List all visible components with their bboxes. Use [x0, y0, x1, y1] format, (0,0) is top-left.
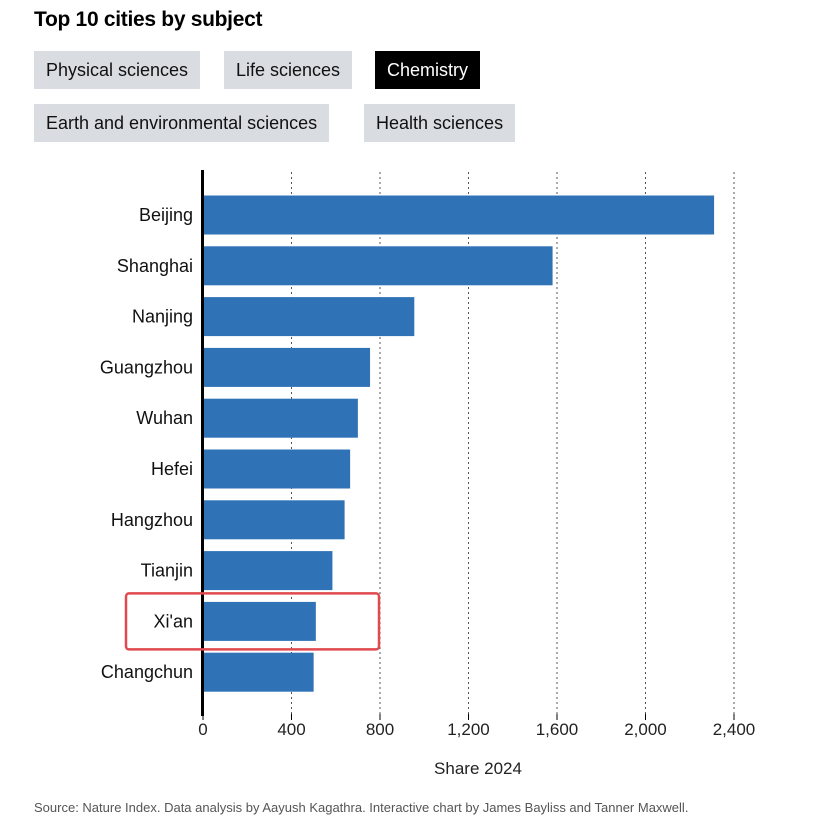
x-tick-label: 400	[277, 720, 305, 739]
category-label: Shanghai	[117, 256, 193, 276]
bar-xi-an[interactable]	[203, 601, 316, 641]
bar-changchun[interactable]	[203, 652, 314, 692]
category-label: Tianjin	[141, 561, 193, 581]
chart-title: Top 10 cities by subject	[34, 8, 263, 31]
bar-tianjin[interactable]	[203, 551, 333, 591]
category-labels: Beijing Shanghai Nanjing Guangzhou Wuhan Hefe…	[100, 205, 193, 682]
tab-life-sciences[interactable]: Life sciences	[224, 51, 353, 89]
category-label: Changchun	[101, 662, 193, 682]
x-tick-label: 800	[366, 720, 394, 739]
category-label: Guangzhou	[100, 357, 193, 377]
bars	[203, 195, 715, 692]
tab-physical-sciences[interactable]: Physical sciences	[34, 51, 201, 89]
x-tick-label: 0	[198, 720, 207, 739]
highlight-box	[124, 592, 381, 651]
bar-shanghai[interactable]	[203, 246, 553, 286]
bar-hangzhou[interactable]	[203, 500, 345, 540]
x-axis-title: Share 2024	[434, 759, 522, 778]
category-label: Nanjing	[132, 307, 193, 327]
bar-chart: Beijing Shanghai Nanjing Guangzhou Wuhan Hefe…	[100, 170, 755, 778]
bar-hefei[interactable]	[203, 449, 351, 489]
category-label: Beijing	[139, 205, 193, 225]
category-label: Xi'an	[154, 611, 193, 631]
tab-health-sciences[interactable]: Health sciences	[364, 104, 516, 142]
bar-nanjing[interactable]	[203, 297, 415, 337]
tab-earth-environmental-sciences[interactable]: Earth and environmental sciences	[34, 104, 330, 142]
bar-wuhan[interactable]	[203, 398, 358, 438]
bar-guangzhou[interactable]	[203, 347, 371, 387]
x-tick-label: 2,400	[713, 720, 756, 739]
category-label: Wuhan	[136, 408, 193, 428]
category-label: Hangzhou	[111, 510, 193, 530]
x-tick-label: 2,000	[624, 720, 667, 739]
source-note: Source: Nature Index. Data analysis by A…	[34, 800, 689, 815]
category-label: Hefei	[151, 459, 193, 479]
x-tick-label: 1,200	[447, 720, 490, 739]
x-tick-labels: 0 400 800 1,200 1,600 2,000 2,400	[198, 714, 755, 739]
bar-beijing[interactable]	[203, 195, 715, 235]
x-tick-label: 1,600	[536, 720, 579, 739]
tab-chemistry[interactable]: Chemistry	[375, 51, 481, 89]
